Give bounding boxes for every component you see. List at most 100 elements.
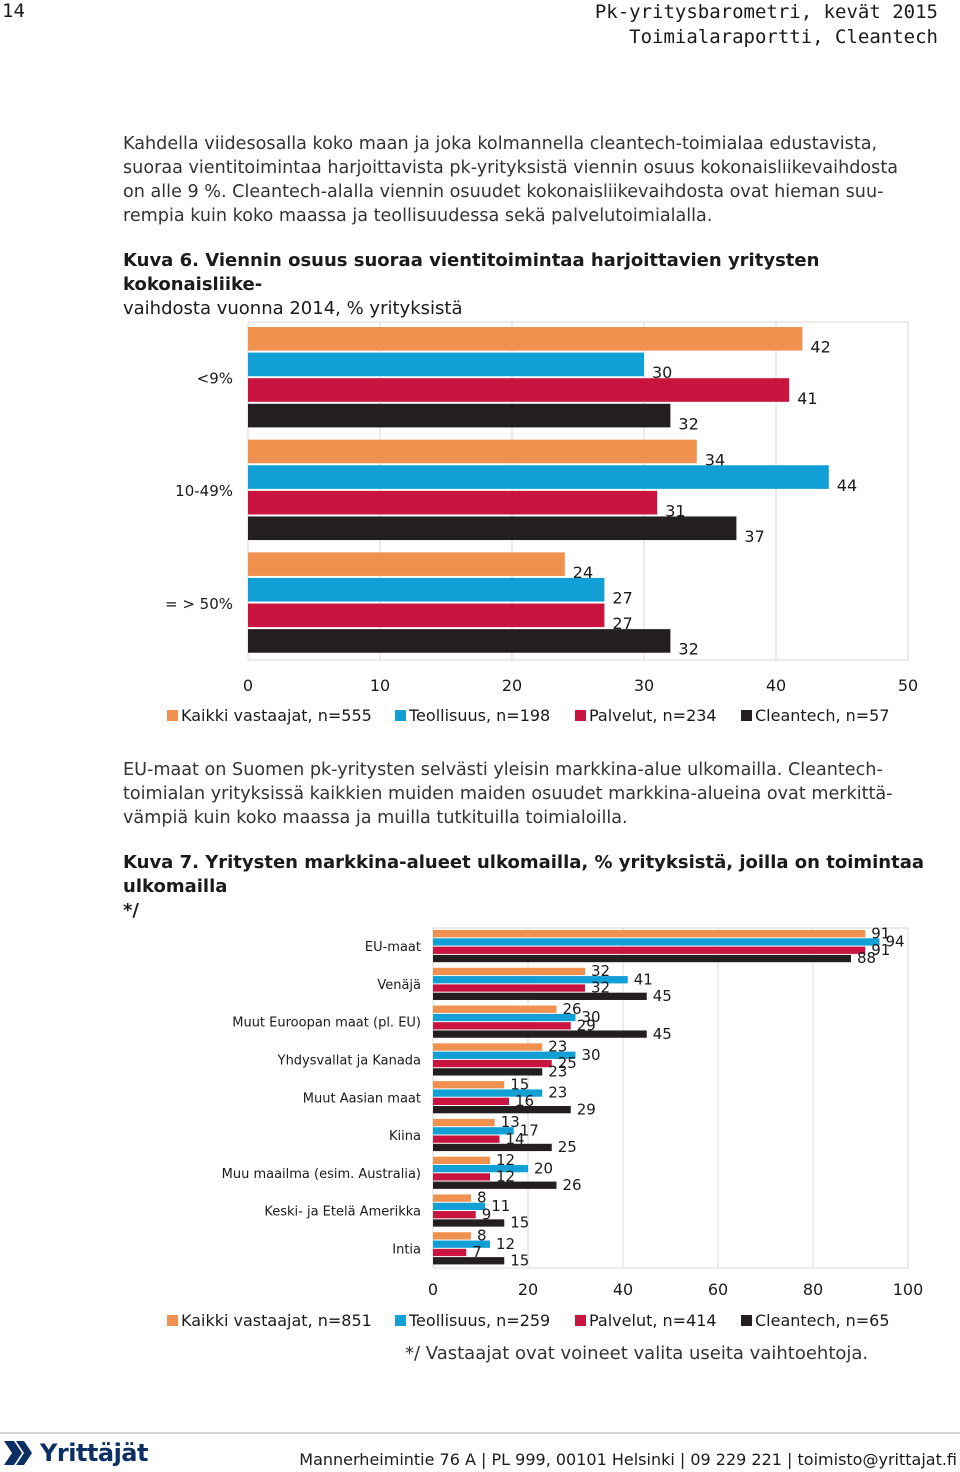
legend-label: Cleantech, n=57 [755,706,890,725]
category-label: = > 50% [165,595,233,613]
bar [433,1051,576,1059]
text-line: toimialan yrityksissä kaikkien muiden ma… [123,784,893,804]
bar [433,1005,557,1013]
data-label: 15 [510,1214,529,1232]
bar [433,976,628,984]
footnote: */ Vastaajat ovat voineet valita useita … [405,1343,869,1364]
x-tick-label: 40 [766,676,786,695]
data-label: 20 [534,1159,553,1177]
bar [433,1257,505,1265]
bar [248,516,737,541]
text-line: rempia kuin koko maassa ja teollisuudess… [123,206,713,226]
x-tick-label: 20 [518,1280,538,1299]
logo-mark-icon [4,1441,32,1465]
bar [433,1211,476,1219]
bar [433,1043,543,1051]
page-header: Pk-yritysbarometri, kevät 2015 Toimialar… [595,0,938,50]
data-label: 94 [886,933,905,951]
data-label: 15 [510,1075,529,1093]
x-tick-label: 40 [613,1280,633,1299]
legend-swatch [167,710,178,721]
data-label: 7 [472,1243,482,1261]
x-tick-label: 10 [370,676,390,695]
data-label: 27 [612,614,632,633]
legend-swatch [575,1315,586,1326]
legend-swatch [167,1315,178,1326]
bar [433,1081,505,1089]
bar [433,967,585,976]
x-tick-label: 60 [708,1280,728,1299]
bar [433,1059,552,1068]
bar [433,1022,571,1030]
data-label: 29 [577,1100,596,1118]
legend-label: Kaikki vastaajat, n=851 [181,1311,372,1330]
data-label: 8 [477,1189,487,1207]
data-label: 23 [548,1038,567,1056]
bar [433,1173,490,1181]
data-label: 45 [653,987,672,1005]
data-label: 26 [563,1000,582,1018]
caption-line: Kuva 7. Yritysten markkina-alueet ulkoma… [123,852,925,873]
bar [433,1232,471,1240]
legend-label: Palvelut, n=234 [589,706,717,725]
category-label: Venäjä [377,978,421,993]
data-label: 26 [563,1176,582,1194]
data-label: 91 [871,941,890,959]
bar [433,938,880,946]
data-label: 25 [558,1054,577,1072]
bar [433,1143,552,1152]
data-label: 27 [612,589,632,608]
figure6-caption: Kuva 6. Viennin osuus suoraa vientitoimi… [123,249,938,321]
bar [433,1135,500,1143]
bar [433,1068,543,1076]
bar [433,1097,509,1106]
data-label: 32 [678,640,698,659]
text-line: vämpiä kuin koko maassa ja muilla tutkit… [123,808,628,828]
data-label: 24 [573,563,593,582]
legend-label: Kaikki vastaajat, n=555 [181,706,372,725]
x-tick-label: 50 [898,676,918,695]
caption-line: */ [123,900,139,921]
text-line: suoraa vientitoimintaa harjoittavista pk… [123,158,899,178]
caption-line: Kuva 6. Viennin osuus suoraa vientitoimi… [123,250,820,295]
legend-label: Teollisuus, n=259 [408,1311,550,1330]
bar [433,1089,543,1097]
bar [248,490,658,515]
data-label: 25 [558,1138,577,1156]
bar [433,930,866,938]
data-label: 31 [665,501,685,520]
bar [433,1118,495,1127]
legend-label: Teollisuus, n=198 [408,706,550,725]
data-label: 29 [577,1016,596,1034]
x-tick-label: 30 [634,676,654,695]
data-label: 16 [515,1092,534,1110]
bar [433,984,585,992]
bar [248,552,565,576]
footer-divider [0,1432,960,1434]
legend-swatch [575,710,586,721]
data-label: 17 [520,1121,539,1139]
yrittajat-logo: Yrittäjät [2,1437,148,1469]
data-label: 8 [477,1227,487,1245]
bar [433,954,851,963]
data-label: 9 [482,1205,492,1223]
data-label: 37 [744,527,764,546]
caption-line: ulkomailla [123,876,228,897]
x-tick-label: 0 [428,1280,438,1299]
data-label: 91 [871,924,890,942]
legend-swatch [395,710,406,721]
bar [433,1013,576,1022]
header-title: Pk-yritysbarometri, kevät 2015 [594,1,938,23]
bar [248,629,671,653]
data-label: 14 [506,1130,525,1148]
category-label: <9% [197,369,233,387]
legend-swatch [395,1315,406,1326]
bar [433,1248,467,1257]
bar [433,1240,490,1248]
data-label: 12 [496,1168,515,1186]
footer-contact: Mannerheimintie 76 A | PL 999, 00101 Hel… [299,1450,957,1469]
legend-label: Palvelut, n=414 [589,1311,717,1330]
category-label: EU-maat [365,940,421,955]
data-label: 30 [582,1046,601,1064]
